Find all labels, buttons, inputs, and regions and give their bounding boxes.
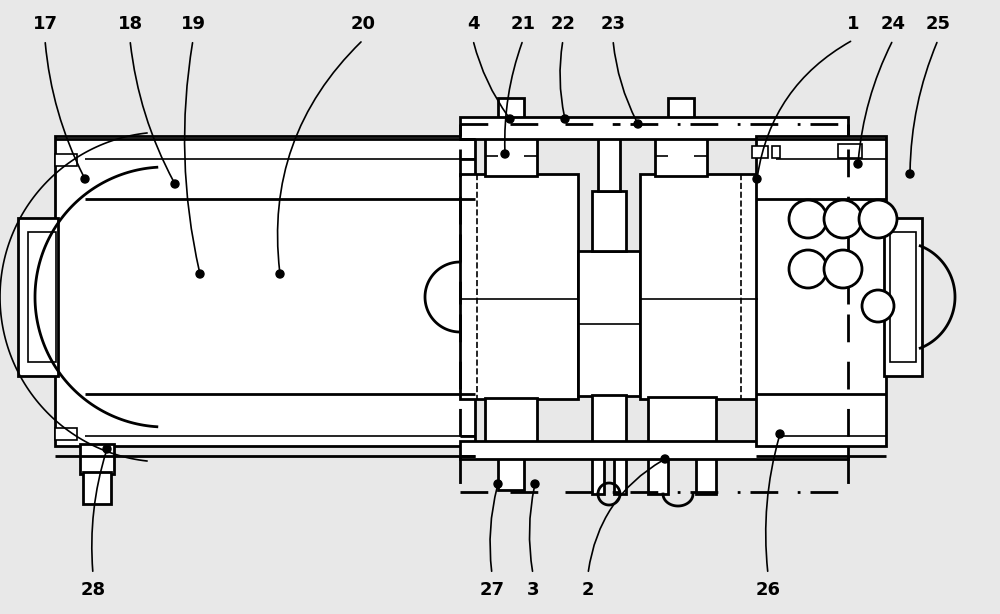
Bar xyxy=(460,117,848,139)
Circle shape xyxy=(789,250,827,288)
Text: 28: 28 xyxy=(80,581,106,599)
Bar xyxy=(578,251,640,396)
Bar xyxy=(498,442,524,490)
Bar xyxy=(598,138,620,191)
Circle shape xyxy=(171,180,179,188)
Bar xyxy=(460,174,578,399)
Bar xyxy=(696,449,716,494)
Bar xyxy=(18,218,58,376)
Bar xyxy=(460,441,848,459)
Text: 4: 4 xyxy=(467,15,479,33)
Bar xyxy=(756,136,886,446)
Bar xyxy=(592,191,626,251)
Text: 25: 25 xyxy=(926,15,950,33)
Circle shape xyxy=(776,430,784,438)
Text: 26: 26 xyxy=(756,581,780,599)
Text: 24: 24 xyxy=(881,15,906,33)
Bar xyxy=(772,146,780,158)
Bar xyxy=(592,450,604,494)
Bar xyxy=(890,232,916,362)
Bar xyxy=(80,444,114,474)
Bar xyxy=(498,98,524,138)
Bar xyxy=(884,218,922,376)
Circle shape xyxy=(103,445,111,453)
Text: 3: 3 xyxy=(527,581,539,599)
Text: 1: 1 xyxy=(847,15,859,33)
Circle shape xyxy=(531,480,539,488)
Bar xyxy=(655,138,707,176)
Circle shape xyxy=(501,150,509,158)
Circle shape xyxy=(753,175,761,183)
Text: 27: 27 xyxy=(480,581,505,599)
Circle shape xyxy=(854,160,862,168)
Text: 22: 22 xyxy=(550,15,576,33)
Bar xyxy=(55,154,77,166)
Circle shape xyxy=(196,270,204,278)
Circle shape xyxy=(824,250,862,288)
Bar xyxy=(605,118,613,138)
Bar xyxy=(838,144,862,158)
Bar xyxy=(614,450,626,494)
Text: 2: 2 xyxy=(582,581,594,599)
Bar xyxy=(485,398,537,444)
Text: 19: 19 xyxy=(180,15,206,33)
Circle shape xyxy=(276,270,284,278)
Circle shape xyxy=(634,120,642,128)
Circle shape xyxy=(661,455,669,463)
Circle shape xyxy=(906,170,914,178)
Bar xyxy=(648,449,668,494)
Bar xyxy=(55,428,77,440)
Bar xyxy=(28,232,56,362)
Bar xyxy=(592,395,626,452)
Text: 23: 23 xyxy=(600,15,626,33)
Bar xyxy=(752,146,768,158)
Circle shape xyxy=(789,200,827,238)
Text: 20: 20 xyxy=(351,15,376,33)
Bar xyxy=(55,136,475,446)
Text: 17: 17 xyxy=(32,15,58,33)
Circle shape xyxy=(81,175,89,183)
Bar xyxy=(83,472,111,504)
Bar xyxy=(485,138,537,176)
Bar xyxy=(668,98,694,138)
Circle shape xyxy=(859,200,897,238)
Bar xyxy=(640,174,758,399)
Circle shape xyxy=(862,290,894,322)
Text: 21: 21 xyxy=(511,15,536,33)
Circle shape xyxy=(824,200,862,238)
Circle shape xyxy=(494,480,502,488)
Circle shape xyxy=(506,115,514,123)
Circle shape xyxy=(561,115,569,123)
Text: 18: 18 xyxy=(117,15,143,33)
Bar xyxy=(648,397,716,452)
